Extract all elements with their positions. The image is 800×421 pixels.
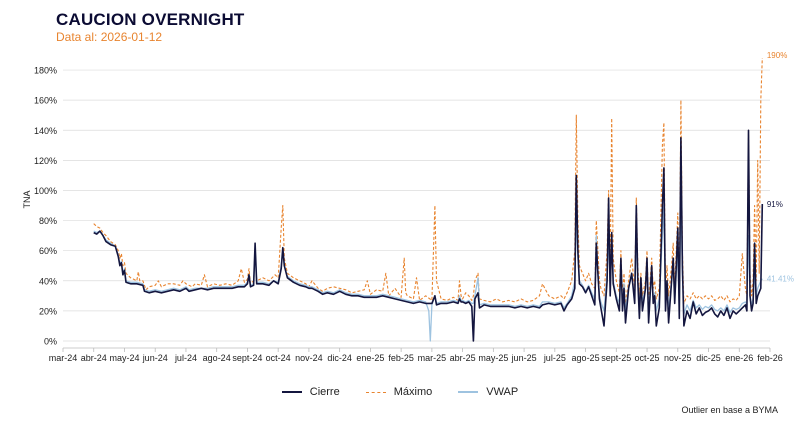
- x-tick-label: mar-24: [49, 353, 78, 363]
- x-tick-label: jul-24: [174, 353, 197, 363]
- chart-title: CAUCION OVERNIGHT: [56, 10, 245, 29]
- y-axis-label: TNA: [22, 191, 32, 209]
- x-tick-label: may-24: [109, 353, 139, 363]
- end-label: 41.41%: [767, 275, 794, 284]
- x-tick-label: jun-25: [511, 353, 537, 363]
- x-tick-label: nov-24: [295, 353, 323, 363]
- y-tick-label: 140%: [34, 126, 57, 136]
- x-tick-label: dic-25: [696, 353, 721, 363]
- x-tick-label: oct-25: [635, 353, 660, 363]
- chart-subtitle: Data al: 2026-01-12: [56, 30, 163, 44]
- y-tick-label: 0%: [44, 337, 57, 347]
- x-tick-label: oct-24: [266, 353, 291, 363]
- x-tick-label: nov-25: [664, 353, 692, 363]
- legend-label-vwap: VWAP: [486, 386, 519, 398]
- x-tick-label: feb-26: [757, 353, 783, 363]
- x-tick-label: mar-25: [418, 353, 447, 363]
- legend-item-maximo: Máximo: [365, 386, 433, 398]
- x-tick-label: ene-25: [356, 353, 384, 363]
- x-tick-label: abr-24: [81, 353, 107, 363]
- x-tick-label: jul-25: [543, 353, 566, 363]
- x-tick-label: ene-26: [725, 353, 753, 363]
- y-tick-label: 100%: [34, 186, 57, 196]
- y-tick-label: 120%: [34, 156, 57, 166]
- y-tick-label: 160%: [34, 96, 57, 106]
- x-tick-label: sept-25: [601, 353, 631, 363]
- legend-label-cierre: Cierre: [309, 386, 340, 398]
- chart-legend: Cierre Máximo VWAP: [0, 386, 800, 398]
- legend-swatch-cierre: [281, 391, 302, 393]
- end-label: 91%: [767, 200, 783, 209]
- legend-label-maximo: Máximo: [393, 386, 433, 398]
- series-line-cierre: [93, 129, 764, 342]
- x-tick-label: ago-25: [572, 353, 600, 363]
- series-line-maximo: [93, 57, 763, 304]
- legend-swatch-vwap: [458, 391, 479, 393]
- footnote: Outlier en base a BYMA: [681, 405, 778, 415]
- y-tick-label: 40%: [39, 276, 57, 286]
- x-tick-label: dic-24: [327, 353, 352, 363]
- x-tick-label: may-25: [478, 353, 508, 363]
- legend-swatch-maximo: [365, 391, 386, 393]
- x-tick-label: ago-24: [203, 353, 231, 363]
- x-tick-label: abr-25: [450, 353, 476, 363]
- y-tick-label: 80%: [39, 216, 57, 226]
- end-label: 190%: [767, 51, 787, 60]
- x-tick-label: jun-24: [142, 353, 168, 363]
- y-tick-label: 60%: [39, 246, 57, 256]
- x-tick-label: feb-25: [388, 353, 414, 363]
- x-tick-label: sept-24: [232, 353, 262, 363]
- y-tick-label: 20%: [39, 306, 57, 316]
- legend-item-vwap: VWAP: [458, 386, 518, 398]
- y-tick-label: 180%: [34, 66, 57, 76]
- legend-item-cierre: Cierre: [281, 386, 340, 398]
